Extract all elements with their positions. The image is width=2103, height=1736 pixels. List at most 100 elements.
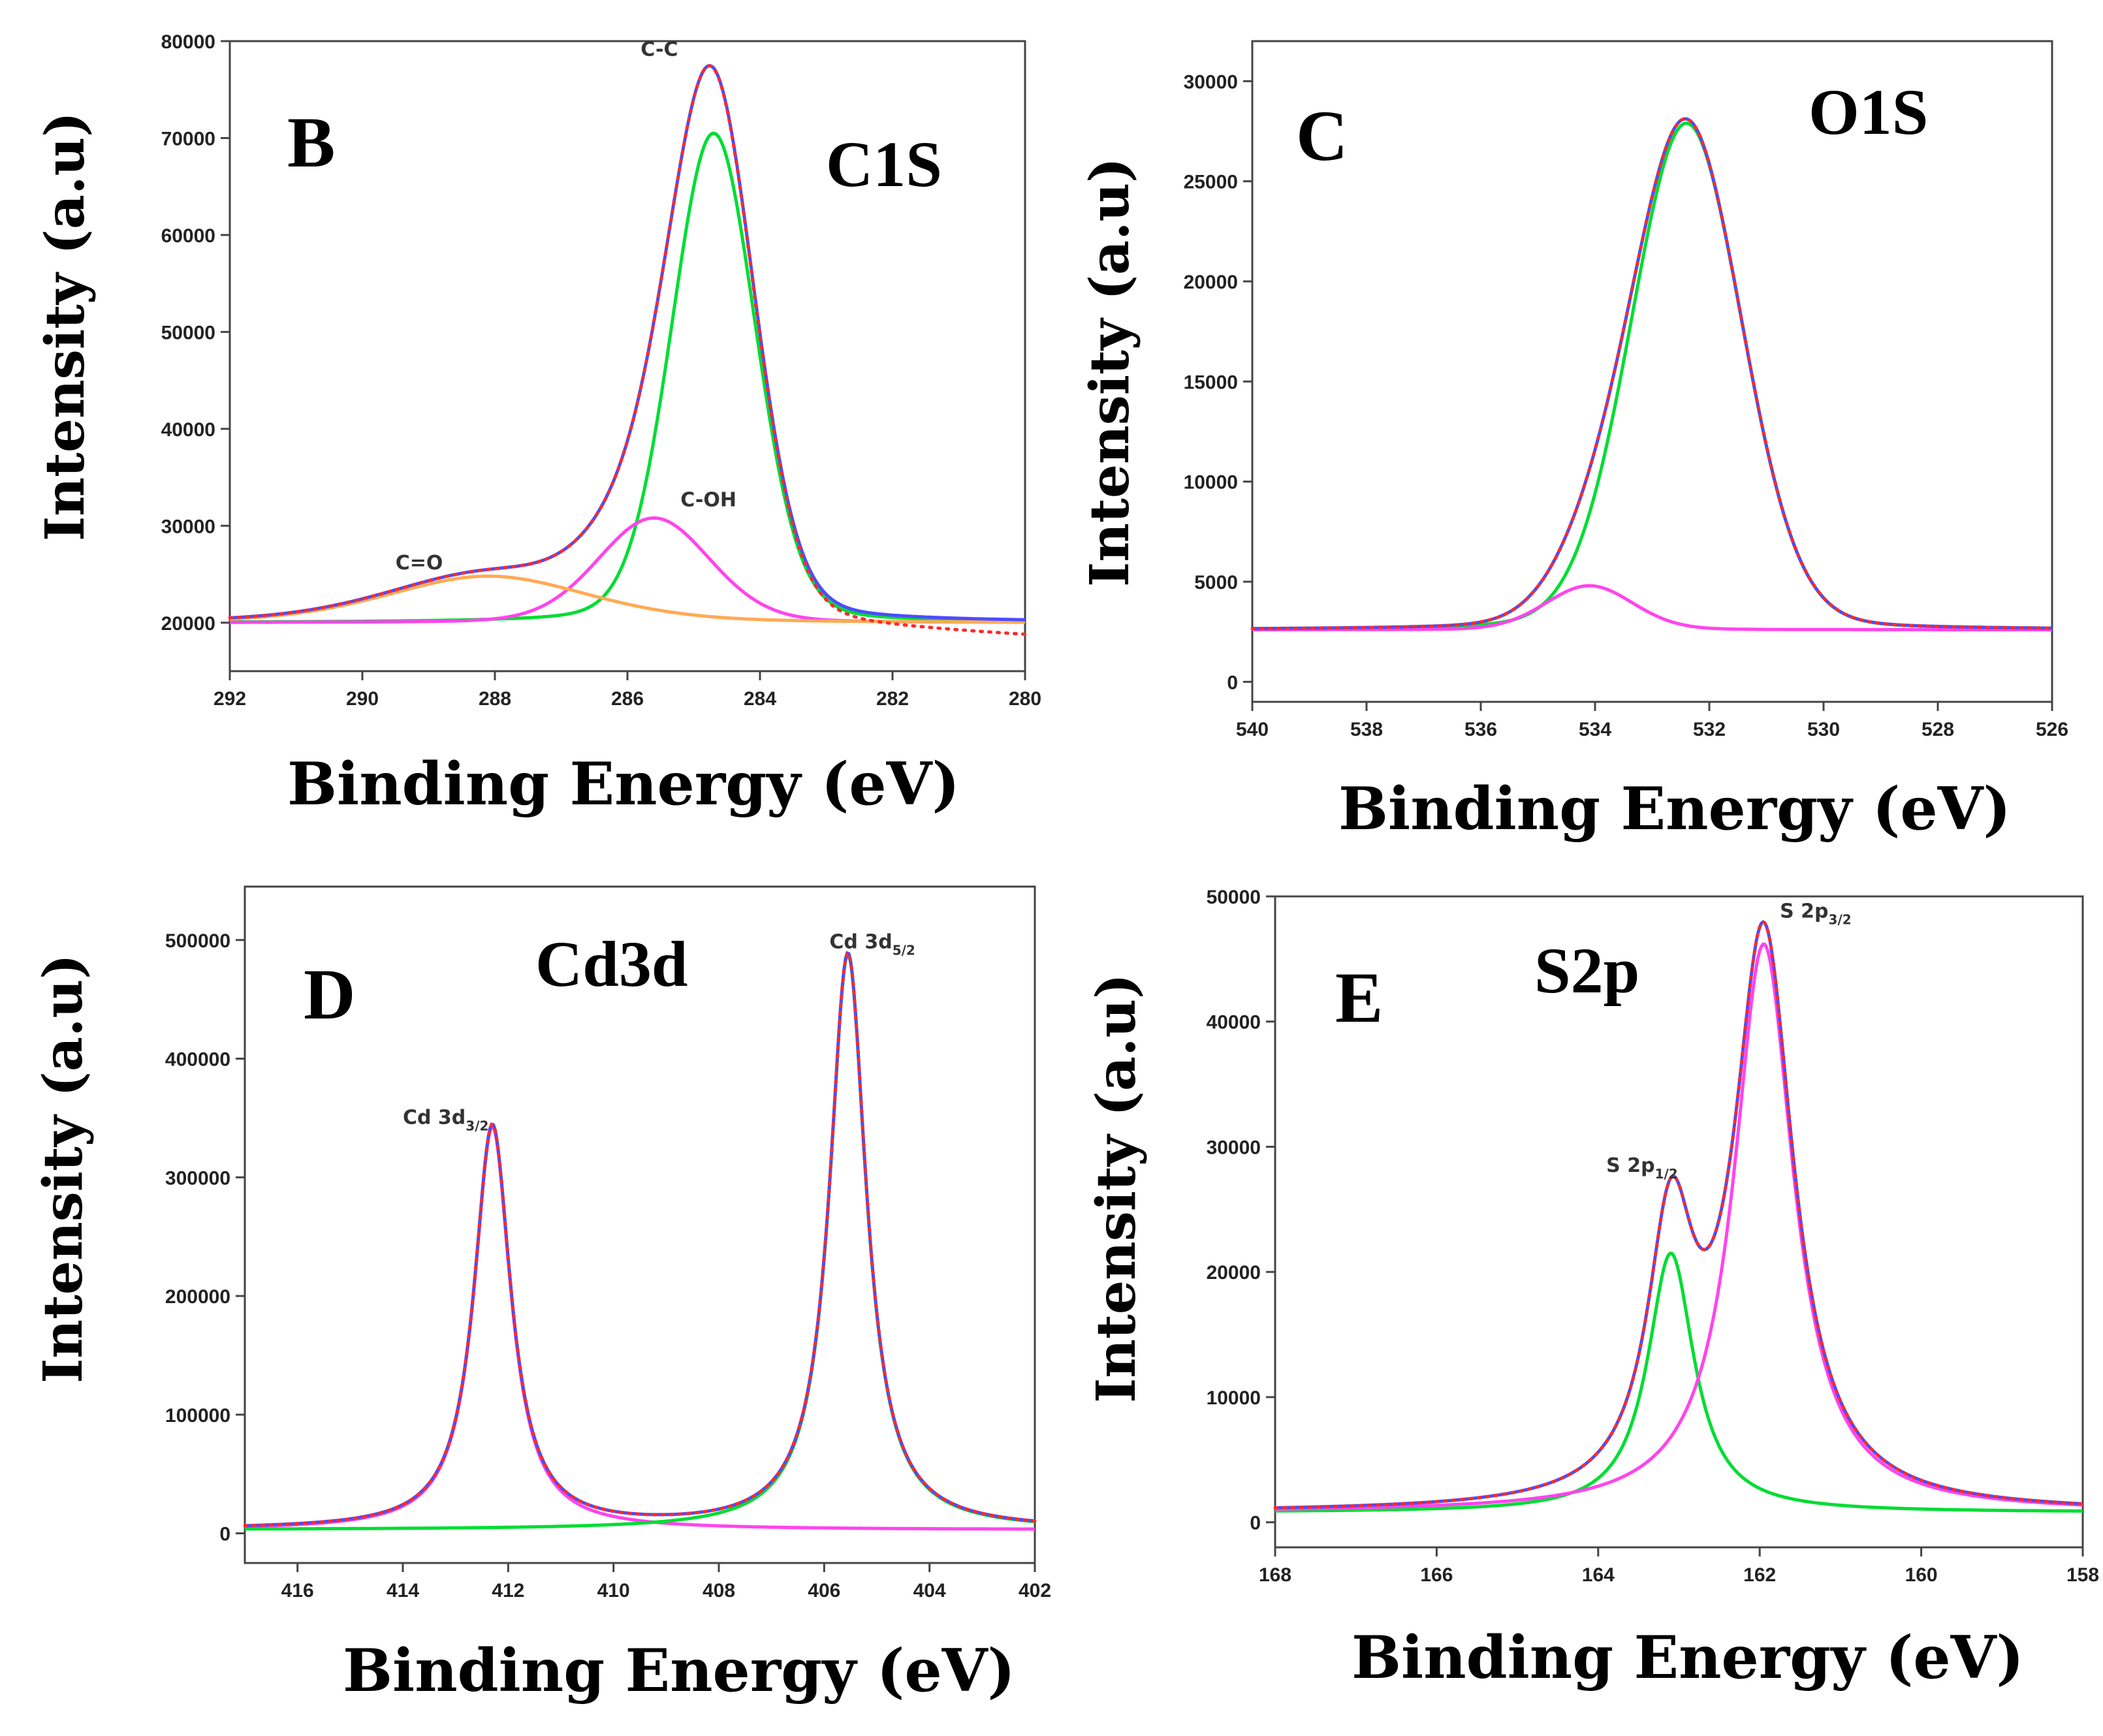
y-tick-label: 50000: [161, 322, 215, 343]
component-o-minor-line: [1252, 584, 2052, 631]
panel-d-letter: D: [304, 955, 355, 1034]
panel-b-xlabel: Binding Energy (eV): [287, 750, 960, 819]
x-tick-label: 534: [1579, 719, 1611, 740]
peak-label: C=O: [396, 552, 443, 575]
y-tick-label: 10000: [1207, 1387, 1261, 1409]
x-tick-label: 536: [1464, 719, 1497, 740]
panel-c-frame: [1251, 40, 2053, 703]
fit-envelope-line: [1275, 920, 2083, 1509]
fit-envelope-line: [229, 64, 1025, 622]
panel-e-title: S2p: [1534, 934, 1639, 1007]
y-tick-label: 15000: [1184, 371, 1238, 393]
component-s-2p3-2-line: [1275, 942, 2083, 1511]
y-tick-label: 500000: [165, 930, 230, 952]
panel-c-letter: C: [1296, 96, 1348, 176]
y-tick-label: 30000: [1207, 1137, 1261, 1158]
panel-d-frame: [244, 885, 1036, 1564]
y-tick-label: 0: [1227, 672, 1238, 693]
x-tick-label: 158: [2066, 1564, 2099, 1586]
x-tick-label: 284: [744, 688, 776, 710]
x-tick-label: 528: [1921, 719, 1954, 740]
x-tick-label: 408: [703, 1580, 735, 1602]
x-tick-label: 166: [1420, 1564, 1453, 1586]
y-tick-label: 30000: [161, 516, 215, 537]
y-tick-label: 10000: [1184, 472, 1238, 494]
panel-c-title: O1S: [1809, 76, 1928, 148]
x-tick-label: 160: [1905, 1564, 1938, 1586]
x-tick-label: 538: [1350, 719, 1383, 740]
y-tick-label: 20000: [1184, 272, 1238, 293]
x-tick-label: 404: [913, 1580, 946, 1602]
x-tick-label: 526: [2036, 719, 2068, 740]
y-tick-label: 50000: [1207, 887, 1261, 908]
x-tick-label: 162: [1743, 1564, 1776, 1586]
panel-d-xlabel: Binding Energy (eV): [343, 1636, 1015, 1705]
panel-c-xlabel: Binding Energy (eV): [1338, 774, 2011, 844]
x-tick-label: 280: [1009, 688, 1041, 710]
panel-e: Intensity (a.u) Binding Energy (eV) E S2…: [1085, 887, 2099, 1692]
panel-b-letter: B: [287, 103, 335, 182]
panel-b-ylabel: Intensity (a.u): [34, 112, 97, 541]
panel-d-title: Cd3d: [535, 928, 688, 1000]
peak-label: C-C: [640, 38, 678, 61]
peak-label: S 2p3/2: [1780, 900, 1852, 928]
panel-c: Intensity (a.u) Binding Energy (eV) C O1…: [1079, 40, 2068, 844]
panel-e-xlabel: Binding Energy (eV): [1352, 1623, 2024, 1692]
component-cd-3d5-2-line: [245, 953, 1036, 1531]
x-tick-label: 286: [611, 688, 644, 710]
x-tick-label: 412: [492, 1580, 524, 1602]
x-tick-label: 416: [281, 1580, 314, 1602]
y-tick-label: 40000: [161, 419, 215, 441]
y-tick-label: 70000: [161, 128, 215, 150]
y-tick-label: 20000: [161, 613, 215, 635]
raw-data-points: [1273, 920, 2085, 1509]
y-tick-label: 60000: [161, 225, 215, 247]
y-tick-label: 0: [219, 1524, 230, 1545]
peak-label: Cd 3d3/2: [403, 1107, 488, 1134]
panel-c-ylabel: Intensity (a.u): [1079, 157, 1141, 587]
x-tick-label: 292: [213, 688, 246, 710]
component-c-o-line: [229, 575, 1025, 624]
panel-d: Intensity (a.u) Binding Energy (eV) D Cd…: [32, 885, 1051, 1705]
y-tick-label: 200000: [165, 1286, 230, 1308]
y-tick-label: 0: [1250, 1513, 1261, 1534]
panel-e-frame: [1274, 895, 2084, 1549]
panel-b-title: C1S: [826, 128, 942, 200]
raw-data-points: [243, 951, 1037, 1528]
y-tick-label: 40000: [1207, 1012, 1261, 1034]
x-tick-label: 410: [597, 1580, 630, 1602]
component-cd-3d3-2-line: [244, 1124, 1035, 1531]
y-tick-label: 20000: [1207, 1262, 1261, 1284]
y-tick-label: 400000: [165, 1049, 230, 1071]
x-tick-label: 414: [387, 1580, 419, 1602]
x-tick-label: 288: [479, 688, 511, 710]
y-tick-label: 25000: [1184, 172, 1238, 193]
y-tick-label: 30000: [1184, 71, 1238, 93]
y-tick-label: 5000: [1194, 572, 1238, 593]
y-tick-label: 100000: [165, 1405, 230, 1427]
panel-d-ylabel: Intensity (a.u): [32, 954, 95, 1383]
peak-label: Cd 3d5/2: [829, 931, 915, 958]
peak-label: S 2p1/2: [1606, 1154, 1678, 1182]
y-tick-label: 300000: [165, 1167, 230, 1189]
raw-data-points: [1250, 117, 2054, 631]
y-tick-label: 80000: [161, 31, 215, 53]
x-tick-label: 406: [808, 1580, 840, 1602]
peak-label: C-OH: [680, 489, 736, 512]
x-tick-label: 164: [1582, 1564, 1615, 1586]
x-tick-label: 290: [346, 688, 379, 710]
x-tick-label: 402: [1019, 1580, 1051, 1602]
panel-e-letter: E: [1335, 958, 1383, 1037]
component-c-c-line: [230, 131, 1026, 624]
component-s-2p1-2-line: [1275, 1251, 2083, 1513]
x-tick-label: 540: [1236, 719, 1269, 740]
panel-e-ylabel: Intensity (a.u): [1085, 973, 1148, 1403]
x-tick-label: 530: [1807, 719, 1840, 740]
x-tick-label: 168: [1259, 1564, 1291, 1586]
x-tick-label: 282: [876, 688, 909, 710]
component-c-oh-line: [230, 516, 1025, 624]
x-tick-label: 532: [1693, 719, 1726, 740]
fit-envelope-line: [244, 951, 1036, 1528]
panel-b: Intensity (a.u) Binding Energy (eV) B C1…: [34, 31, 1041, 819]
